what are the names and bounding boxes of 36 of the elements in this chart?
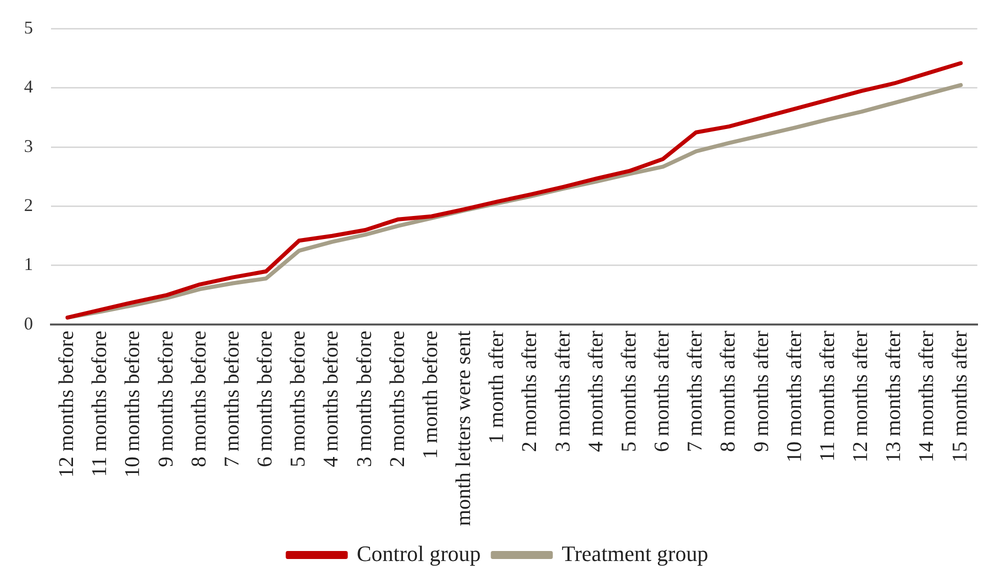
x-tick-label: 8 months before: [186, 330, 210, 468]
y-tick-label: 1: [24, 254, 33, 274]
x-tick-label: 2 months after: [517, 330, 542, 452]
x-tick-label: 10 months after: [782, 330, 806, 462]
x-tick-label: 5 months after: [616, 330, 640, 452]
x-tick-label: 5 months before: [286, 330, 310, 468]
legend-label: Control group: [356, 540, 481, 566]
y-tick-label: 5: [24, 18, 33, 38]
y-tick-label: 0: [24, 313, 33, 334]
x-tick-label: 2 months before: [384, 330, 409, 468]
x-tick-label: 3 months after: [550, 330, 574, 452]
x-tick-label: 9 months after: [748, 330, 773, 452]
x-tick-label: 15 months after: [947, 330, 972, 462]
y-tick-label: 2: [24, 195, 33, 216]
x-tick-label: 10 months before: [120, 330, 144, 478]
x-tick-label: 4 months before: [318, 330, 343, 468]
x-tick-label: 1 month after: [484, 330, 508, 444]
x-tick-label: 4 months after: [583, 330, 608, 452]
x-tick-label: 14 months after: [914, 330, 938, 462]
x-tick-label: 8 months after: [716, 330, 740, 452]
x-tick-label: 12 months before: [54, 330, 78, 478]
x-tick-label: 11 months before: [87, 330, 112, 477]
x-tick-label: 6 months after: [650, 330, 674, 452]
x-tick-label: 7 months after: [682, 330, 707, 452]
x-tick-label: month letters were sent: [451, 330, 476, 526]
y-tick-label: 4: [24, 76, 33, 97]
x-tick-label: 3 months before: [352, 330, 376, 468]
legend-label: Treatment group: [562, 540, 708, 566]
y-tick-label: 3: [24, 136, 33, 156]
x-tick-label: 11 months after: [814, 330, 839, 462]
x-tick-label: 9 months before: [153, 330, 178, 468]
x-tick-label: 7 months before: [219, 330, 244, 468]
x-tick-label: 1 month before: [418, 330, 442, 459]
x-tick-label: 12 months after: [848, 330, 872, 462]
x-tick-label: 13 months after: [881, 330, 906, 462]
x-tick-label: 6 months before: [252, 330, 277, 468]
